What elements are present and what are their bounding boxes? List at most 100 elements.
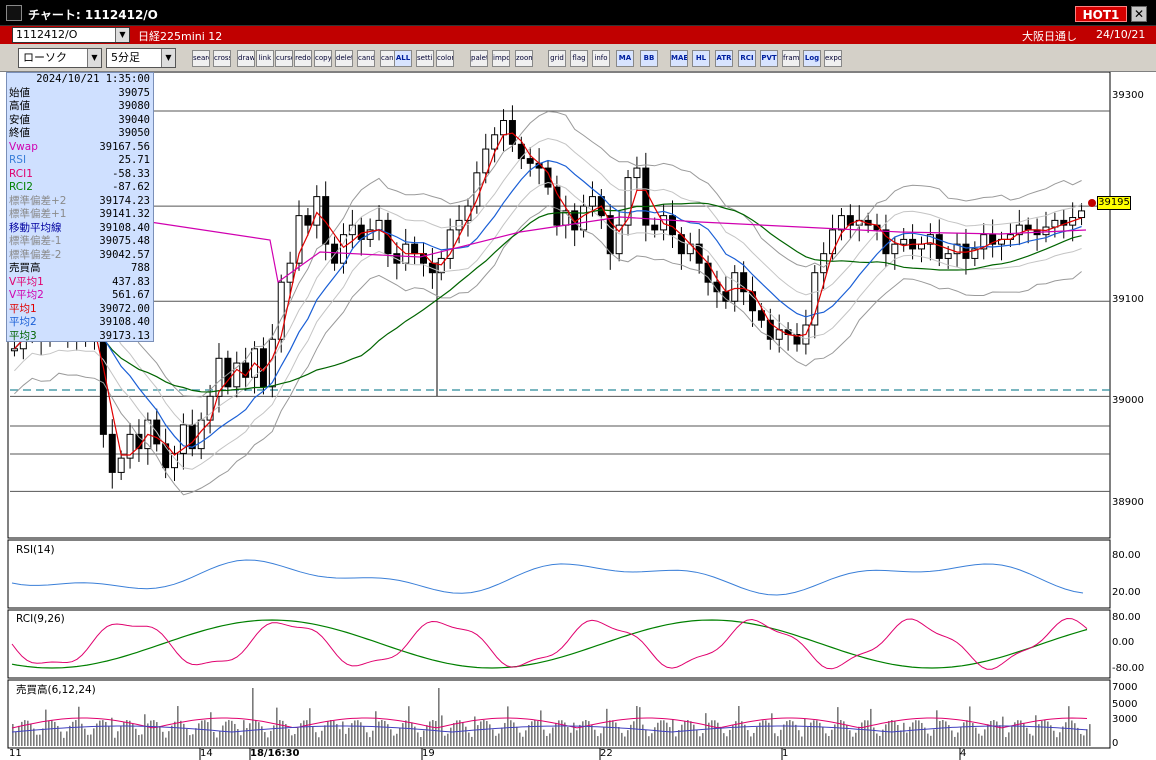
volume-bar xyxy=(309,708,311,746)
volume-bar xyxy=(303,720,305,746)
volume-bar xyxy=(909,726,911,746)
info-row: Vwap 39167.56 xyxy=(7,141,153,155)
info-label: Vwap xyxy=(9,140,38,153)
volume-bar xyxy=(222,725,224,746)
volume-bar xyxy=(279,720,281,746)
volume-bar xyxy=(213,731,215,746)
tool-export-icon[interactable]: export xyxy=(824,50,842,67)
volume-bar xyxy=(621,732,623,746)
volume-bar xyxy=(324,725,326,746)
tool-link-icon[interactable]: link xyxy=(256,50,274,67)
chart-type-select[interactable]: ローソク ▼ xyxy=(18,48,102,68)
candle-body xyxy=(339,234,347,264)
candle-body xyxy=(500,120,508,136)
tool-atr-icon[interactable]: ATR xyxy=(715,50,733,67)
volume-bar xyxy=(168,731,170,746)
volume-bar xyxy=(492,729,494,746)
volume-bar xyxy=(768,722,770,746)
volume-bar xyxy=(513,722,515,746)
tool-pvt-icon[interactable]: PVT xyxy=(760,50,778,67)
tool-palette-icon[interactable]: palette xyxy=(470,50,488,67)
tool-hl-icon[interactable]: HL xyxy=(692,50,710,67)
tool-search-icon[interactable]: search xyxy=(192,50,210,67)
tool-bb-icon[interactable]: BB xyxy=(640,50,658,67)
volume-bar xyxy=(840,720,842,746)
volume-bar xyxy=(207,722,209,746)
volume-bar xyxy=(372,730,374,746)
volume-bar xyxy=(639,707,641,746)
tool-ma-icon[interactable]: MA xyxy=(616,50,634,67)
volume-bar xyxy=(477,725,479,746)
volume-bar xyxy=(81,723,83,746)
volume-bar xyxy=(1023,723,1025,746)
candle-body xyxy=(393,253,401,264)
volume-bar xyxy=(87,734,89,746)
volume-bar xyxy=(519,732,521,746)
info-row: 高値 39080 xyxy=(7,100,153,114)
tool-all-icon[interactable]: ALL xyxy=(394,50,412,67)
chart-area[interactable]: 2024/10/21 1:35:00 始値 39075 高値 39080 安値 39040… xyxy=(0,72,1156,760)
volume-bar xyxy=(210,712,212,746)
price-axis-label: 39100 xyxy=(1112,294,1144,305)
volume-bar xyxy=(231,720,233,746)
info-value: -87.62 xyxy=(112,181,150,193)
volume-bar xyxy=(1089,724,1091,746)
info-row: 標準偏差+1 39141.32 xyxy=(7,208,153,222)
volume-bar xyxy=(1056,737,1058,746)
chart-canvas[interactable] xyxy=(0,72,1156,760)
timeframe-select[interactable]: 5分足 ▼ xyxy=(106,48,176,68)
close-icon[interactable]: ✕ xyxy=(1131,6,1147,22)
symbol-input[interactable]: 1112412/O ▼ xyxy=(12,27,130,43)
tool-color-icon[interactable]: color xyxy=(436,50,454,67)
timeframe-value: 5分足 xyxy=(111,51,140,64)
candle-body xyxy=(917,243,925,250)
tool-copy-icon[interactable]: copy xyxy=(314,50,332,67)
volume-bar xyxy=(660,720,662,746)
info-row: 終値 39050 xyxy=(7,127,153,141)
volume-bar xyxy=(360,722,362,746)
tool-cross-icon[interactable]: cross xyxy=(213,50,231,67)
chevron-down-icon[interactable]: ▼ xyxy=(115,28,129,42)
chevron-down-icon[interactable]: ▼ xyxy=(161,49,175,67)
volume-bar xyxy=(21,721,23,746)
volume-bar xyxy=(108,726,110,746)
volume-bar xyxy=(789,720,791,746)
volume-bar xyxy=(354,720,356,746)
tool-cursor-icon[interactable]: cursor xyxy=(275,50,293,67)
volume-bar xyxy=(843,721,845,746)
candle-body xyxy=(437,257,445,274)
info-value: 39174.23 xyxy=(99,194,150,207)
tool-info-icon[interactable]: info xyxy=(592,50,610,67)
volume-bar xyxy=(180,720,182,746)
volume-bar xyxy=(96,723,98,746)
hot-button[interactable]: HOT1 xyxy=(1075,6,1127,22)
volume-bar xyxy=(708,722,710,746)
tool-candle-icon[interactable]: candle xyxy=(357,50,375,67)
tool-mae-icon[interactable]: MAE xyxy=(670,50,688,67)
candle-body xyxy=(820,253,828,274)
tool-settings-icon[interactable]: settings xyxy=(416,50,434,67)
tool-rci-icon[interactable]: RCI xyxy=(738,50,756,67)
volume-bar xyxy=(423,730,425,746)
candle-body xyxy=(411,243,419,255)
candle-body xyxy=(135,433,143,450)
volume-axis-label: 5000 xyxy=(1112,699,1138,710)
tool-zoom-icon[interactable]: zoom xyxy=(515,50,533,67)
volume-bar xyxy=(78,706,80,746)
tool-log-icon[interactable]: Log xyxy=(803,50,821,67)
tool-frame-icon[interactable]: frame xyxy=(782,50,800,67)
volume-bar xyxy=(702,733,704,746)
tool-redo-icon[interactable]: redo xyxy=(294,50,312,67)
info-value: 561.67 xyxy=(112,289,150,301)
tool-flag-icon[interactable]: flag xyxy=(570,50,588,67)
symbol-value: 1112412/O xyxy=(16,28,78,41)
tool-draw-icon[interactable]: draw xyxy=(237,50,255,67)
tool-grid-icon[interactable]: grid xyxy=(548,50,566,67)
tool-delete-icon[interactable]: delete xyxy=(335,50,353,67)
tool-import-icon[interactable]: import xyxy=(492,50,510,67)
volume-bar xyxy=(735,721,737,746)
volume-bar xyxy=(693,724,695,746)
chevron-down-icon[interactable]: ▼ xyxy=(87,49,101,67)
volume-bar xyxy=(507,706,509,746)
volume-bar xyxy=(741,721,743,746)
